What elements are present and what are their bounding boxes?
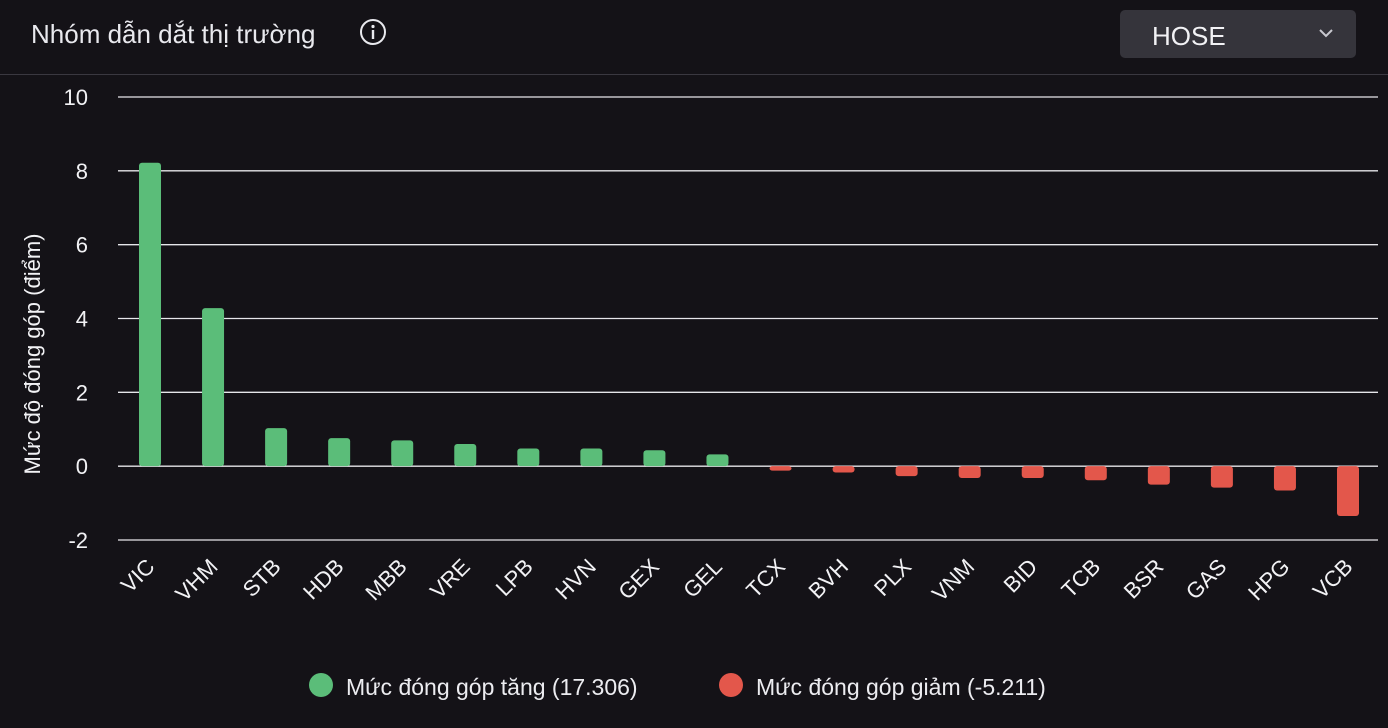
bar-hvn[interactable] xyxy=(580,448,603,467)
chart-grid xyxy=(118,96,1378,541)
legend-dot-increase xyxy=(309,673,333,697)
x-tick-label: GEX xyxy=(613,554,664,605)
bar-hdb[interactable] xyxy=(328,438,351,467)
bar-vhm[interactable] xyxy=(202,308,225,467)
exchange-select-value: HOSE xyxy=(1152,21,1226,51)
bar-plx[interactable] xyxy=(895,466,918,477)
contribution-bar-chart: 10 8 6 4 2 0 -2 Mức độ đóng góp (điểm) VIC VHM S… xyxy=(20,85,1378,606)
bar-vic[interactable] xyxy=(139,162,161,467)
x-tick-label: HPG xyxy=(1243,554,1294,605)
x-tick-label: STB xyxy=(238,554,286,602)
x-tick-label: BSR xyxy=(1119,554,1169,604)
bar-tcb[interactable] xyxy=(1084,466,1107,481)
exchange-select[interactable]: HOSE xyxy=(1120,10,1356,58)
chart-bars xyxy=(139,162,1359,517)
legend-label-increase: Mức đóng góp tăng (17.306) xyxy=(346,674,638,700)
bar-vnm[interactable] xyxy=(958,466,981,478)
y-tick-label: 2 xyxy=(76,380,88,405)
bar-vcb[interactable] xyxy=(1337,466,1359,517)
y-tick-label: 6 xyxy=(76,233,88,258)
bar-bid[interactable] xyxy=(1021,466,1044,478)
bar-stb[interactable] xyxy=(265,428,288,467)
panel-header: Nhóm dẫn dắt thị trường HOSE xyxy=(0,0,1388,75)
x-tick-label: TCX xyxy=(741,554,790,603)
bar-tcx[interactable] xyxy=(769,466,792,471)
y-tick-label: -2 xyxy=(68,528,88,553)
x-tick-label: VHM xyxy=(170,554,222,606)
y-axis-label: Mức độ đóng góp (điểm) xyxy=(20,234,45,475)
x-tick-label: PLX xyxy=(869,554,916,601)
y-tick-label: 0 xyxy=(76,454,88,479)
bar-bsr[interactable] xyxy=(1147,466,1170,485)
x-tick-label: GEL xyxy=(678,554,727,603)
chevron-down-icon xyxy=(1319,29,1333,38)
bar-lpb[interactable] xyxy=(517,448,540,467)
x-tick-label: VCB xyxy=(1308,554,1358,604)
x-tick-label: TCB xyxy=(1057,554,1106,603)
bar-vre[interactable] xyxy=(454,444,477,467)
y-axis-ticks: 10 8 6 4 2 0 -2 xyxy=(64,85,88,553)
x-tick-label: BID xyxy=(999,554,1043,598)
bar-gel[interactable] xyxy=(706,454,729,467)
x-tick-label: GAS xyxy=(1181,554,1232,605)
legend-label-decrease: Mức đóng góp giảm (-5.211) xyxy=(756,674,1046,700)
legend-dot-decrease xyxy=(719,673,743,697)
y-tick-label: 8 xyxy=(76,159,88,184)
bar-gex[interactable] xyxy=(643,450,666,467)
x-tick-label: BVH xyxy=(803,554,853,604)
y-tick-label: 10 xyxy=(64,85,88,110)
bar-mbb[interactable] xyxy=(391,440,414,467)
bar-bvh[interactable] xyxy=(832,466,855,473)
bar-hpg[interactable] xyxy=(1273,466,1296,491)
x-tick-label: VNM xyxy=(927,554,979,606)
x-axis-ticks: VIC VHM STB HDB MBB VRE LPB HVN GEX GEL TCX BVH PLX V… xyxy=(116,554,1358,606)
x-tick-label: VRE xyxy=(425,554,475,604)
chart-legend: Mức đóng góp tăng (17.306) Mức đóng góp … xyxy=(0,664,1388,708)
x-tick-label: VIC xyxy=(116,554,160,598)
panel-title: Nhóm dẫn dắt thị trường xyxy=(31,19,316,49)
info-circle-icon[interactable] xyxy=(359,18,387,46)
x-tick-label: MBB xyxy=(360,554,411,605)
x-tick-label: HVN xyxy=(550,554,601,605)
y-tick-label: 4 xyxy=(76,307,88,332)
x-tick-label: LPB xyxy=(491,554,538,601)
x-tick-label: HDB xyxy=(298,554,349,605)
bar-gas[interactable] xyxy=(1210,466,1233,488)
